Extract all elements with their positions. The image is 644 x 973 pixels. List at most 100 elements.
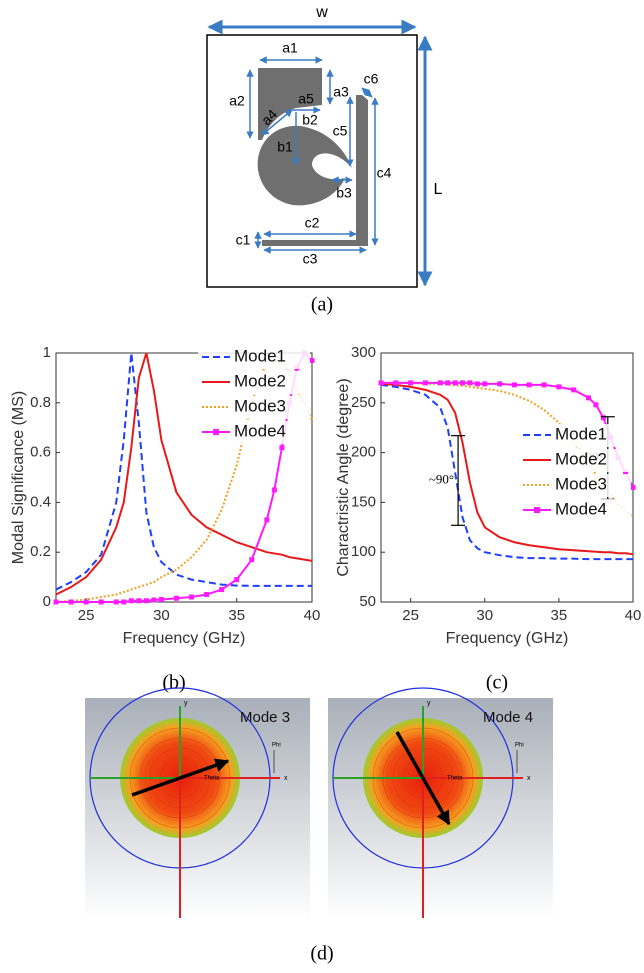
marker [159,597,164,602]
marker [54,600,59,605]
y-tick-label: 0.4 [30,493,51,510]
axis-label: Phi [515,743,524,749]
label: L [434,181,443,198]
y-tick-label: 100 [351,543,376,560]
charts: 0 0.2 0.4 0.6 0.8 1 25 30 35 40 Frequency (GHz) Mod… [10,344,641,694]
marker [99,600,104,605]
label: a5 [298,91,314,107]
marker [174,596,179,601]
label: c6 [364,71,379,87]
marker [527,382,532,387]
legend-label: Mode1 [234,346,286,365]
label: a3 [333,84,349,100]
mode-label: Mode 3 [240,709,290,726]
marker [234,577,239,582]
marker [144,598,149,603]
y-tick-label: 1 [43,344,51,361]
label: c1 [236,232,251,248]
y-tick-label: 0.6 [30,444,51,461]
x-tick-label: 35 [551,607,568,624]
caption: (a) [311,294,333,316]
marker [445,380,450,385]
marker [601,415,606,420]
marker [264,517,269,522]
legend-marker [213,429,219,435]
marker [593,402,598,407]
axis-label: y [427,700,431,707]
y-tick-label: 150 [351,493,376,510]
marker [204,592,209,597]
y-tick-label: 200 [351,444,376,461]
y-tick-label: 0.8 [30,394,51,411]
marker [129,598,134,603]
marker [84,600,89,605]
axis-label: Theta [204,776,220,782]
marker [631,485,636,490]
marker [189,595,194,600]
y-tick-label: 300 [351,344,376,361]
label: c4 [377,165,392,181]
marker [310,358,315,363]
label: c5 [333,123,348,139]
annotation: ~90° [429,471,454,486]
x-tick-label: 25 [402,607,419,624]
axis-label: x [527,775,531,782]
marker [482,381,487,386]
marker [497,381,502,386]
legend-label: Mode1 [555,424,607,443]
mode-label: Mode 4 [483,709,533,726]
legend-label: Mode3 [555,474,607,493]
legend-label: Mode3 [234,396,286,415]
label: a2 [229,93,245,109]
x-tick-label: 30 [153,607,170,624]
label: a1 [282,40,298,56]
label: b3 [336,185,352,201]
x-tick-label: 30 [476,607,493,624]
marker [556,384,561,389]
marker [453,380,458,385]
label: b1 [277,139,293,155]
marker [460,380,465,385]
label: b2 [302,112,318,128]
marker [571,387,576,392]
label: c2 [305,215,320,231]
marker [121,600,126,605]
marker [512,382,517,387]
marker [438,380,443,385]
axis-label: x [284,775,288,782]
x-tick-label: 25 [78,607,95,624]
figure: w L a1 a2 a3 a4 a5 b2 b1 b3 c5 c6 c4 c2 … [0,0,644,973]
marker [423,380,428,385]
marker [279,445,284,450]
marker [408,380,413,385]
x-axis-label: Frequency (GHz) [446,630,569,647]
legend-label: Mode4 [234,421,286,440]
legend-marker [534,507,540,513]
caption: (c) [486,672,508,694]
x-tick-label: 40 [625,607,642,624]
y-tick-label: 250 [351,394,376,411]
marker [467,380,472,385]
x-tick-label: 40 [304,607,321,624]
figure-canvas: w L a1 a2 a3 a4 a5 b2 b1 b3 c5 c6 c4 c2 … [0,0,644,973]
marker [114,600,119,605]
marker [151,598,156,603]
marker [136,598,141,603]
antenna-diagram: w L a1 a2 a3 a4 a5 b2 b1 b3 c5 c6 c4 c2 … [207,4,443,315]
label: w [315,4,328,21]
y-tick-label: 0 [43,593,51,610]
y-axis-label: Charactristic Angle (degree) [335,378,352,576]
caption: (b) [162,672,185,694]
y-tick-label: 0.2 [30,543,51,560]
axis-label: Phi [272,743,281,749]
marker [586,395,591,400]
marker [475,381,480,386]
marker [393,380,398,385]
caption: (d) [310,943,333,965]
marker [219,587,224,592]
y-axis-label: Modal Significance (MS) [10,391,27,564]
